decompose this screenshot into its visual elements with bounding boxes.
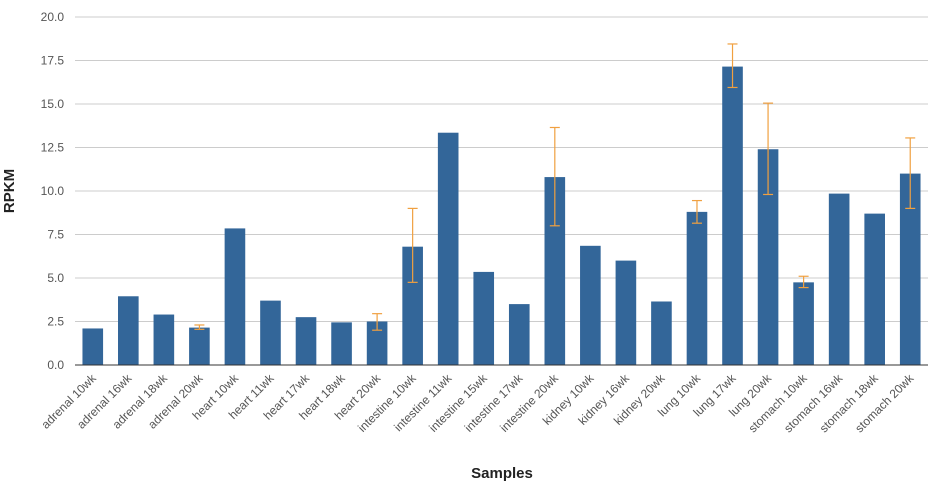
y-tick-label: 15.0 [41, 97, 65, 111]
error-bar [763, 102, 774, 196]
bar [508, 304, 530, 365]
bar [757, 149, 779, 365]
error-bar [194, 324, 205, 330]
y-tick-label: 20.0 [41, 10, 65, 24]
bar [899, 173, 921, 365]
error-bar [691, 199, 702, 224]
y-tick-label: 10.0 [41, 184, 65, 198]
bar [580, 245, 601, 365]
bar [153, 314, 175, 365]
bar [864, 213, 885, 365]
bar [828, 193, 850, 365]
bar [189, 327, 210, 365]
bar [295, 317, 317, 365]
bar [651, 301, 672, 365]
bar [544, 177, 566, 365]
bar [82, 328, 104, 365]
bar [615, 260, 637, 365]
bar [722, 66, 743, 365]
error-bar [407, 207, 418, 283]
error-bar [905, 137, 916, 209]
error-bar [798, 275, 809, 289]
y-tick-label: 17.5 [41, 54, 65, 68]
error-bar [372, 313, 383, 331]
y-tick-label: 5.0 [47, 271, 64, 285]
bar [437, 132, 459, 365]
error-bar [549, 126, 560, 227]
y-tick-label: 0.0 [47, 358, 64, 372]
y-tick-label: 7.5 [47, 228, 64, 242]
y-axis-ticks: 0.0 2.5 5.0 7.5 10.0 12.5 15.0 17.5 20.0 [41, 10, 65, 372]
bar [331, 322, 352, 365]
gridlines [75, 16, 928, 322]
bar [118, 296, 139, 365]
bar [473, 271, 495, 365]
error-bars [194, 43, 916, 331]
error-bar [727, 43, 738, 89]
y-tick-label: 2.5 [47, 315, 64, 329]
bars [82, 66, 921, 365]
bar [366, 321, 388, 365]
x-axis-title: Samples [471, 465, 533, 482]
y-tick-label: 12.5 [41, 141, 65, 155]
bar [686, 211, 708, 365]
bar [224, 228, 246, 365]
bar [260, 300, 281, 365]
y-axis-title: RPKM [1, 169, 18, 213]
bar [793, 282, 814, 365]
bar [402, 246, 423, 365]
